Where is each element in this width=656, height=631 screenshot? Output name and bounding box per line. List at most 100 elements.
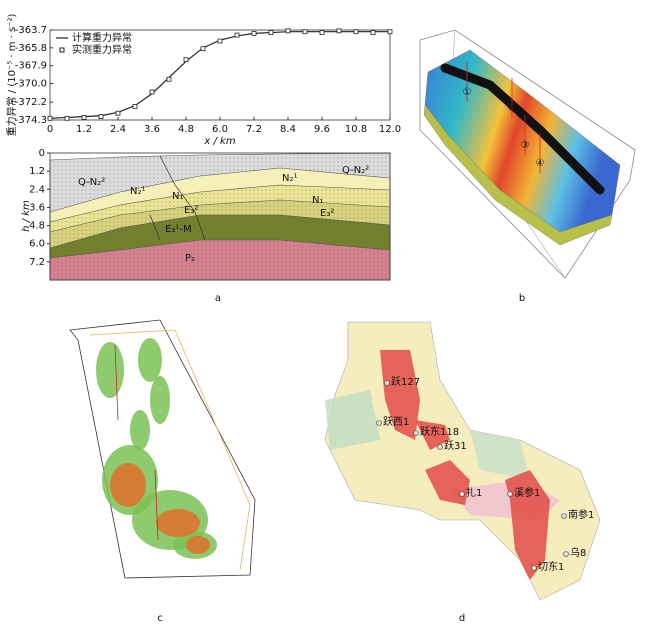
- y-tick-label: -370.0: [15, 78, 47, 89]
- observed-point: [81, 115, 87, 120]
- well: [459, 491, 465, 497]
- observed-point: [98, 114, 104, 120]
- x-tick-label: 8.4: [280, 124, 296, 135]
- well: [413, 430, 419, 436]
- fault-line: [159, 155, 206, 241]
- x-tick-label: 6.0: [212, 124, 228, 135]
- high-anomaly: [505, 470, 550, 580]
- y-tick-label: -372.2: [15, 97, 47, 108]
- layer-label: E₃²: [184, 205, 198, 216]
- observed-point: [115, 110, 121, 116]
- x-axis-label: x / km: [203, 136, 235, 147]
- well: [437, 444, 443, 450]
- well-label: 跃31: [444, 440, 467, 452]
- well: [531, 565, 537, 571]
- green-body: [130, 410, 150, 450]
- x-tick-label: 9.6: [314, 124, 330, 135]
- y-tick-label: 0: [39, 148, 45, 159]
- observed-point: [336, 28, 342, 34]
- well-trace: [154, 469, 159, 541]
- panel-label: b: [519, 293, 525, 304]
- y-axis-label: 重力异常 / (10⁻⁵ · m · s⁻²): [5, 13, 18, 136]
- observed-point: [370, 30, 376, 35]
- high-anomaly: [425, 460, 470, 505]
- observed-point: [47, 115, 53, 121]
- observed-point: [251, 30, 257, 36]
- panel-label: c: [157, 613, 163, 624]
- observed-point: [132, 104, 138, 109]
- x-tick-label: 0: [47, 124, 53, 135]
- well-label: 扎1: [466, 486, 482, 499]
- well-label: 南参1: [568, 508, 594, 521]
- y-tick-label: 7.2: [29, 257, 45, 268]
- layer-label: N₂¹: [282, 173, 298, 184]
- y-axis-label: h / km: [21, 200, 32, 232]
- x-tick-label: 7.2: [246, 124, 262, 135]
- y-tick-label: 3.6: [29, 202, 45, 213]
- map-zone: [470, 430, 530, 480]
- drawing: -374.3 -372.2 -370.0 -367.9 -365.8 -363.7 0 1.2…: [5, 13, 636, 624]
- layer-label: Q-N₂²: [78, 177, 105, 188]
- marker-label: ④: [536, 158, 545, 169]
- legend-label: 计算重力异常: [72, 31, 132, 44]
- x-tick-label: 12.0: [379, 124, 401, 135]
- well-label: 跃127: [391, 376, 420, 388]
- observed-point: [183, 57, 189, 63]
- map-zone: [325, 390, 380, 450]
- layer-label: N₂¹: [130, 186, 146, 197]
- y-tick-label: -365.8: [15, 43, 47, 54]
- layer-label: E₃¹-M: [165, 224, 192, 235]
- observed-point: [149, 89, 155, 95]
- y-tick-label: 6.0: [29, 239, 45, 250]
- well-label: 乌8: [570, 546, 586, 559]
- observed-point: [234, 32, 240, 38]
- anomaly-core: [110, 463, 146, 507]
- fault-line: [149, 214, 161, 241]
- stratum-texture: [50, 240, 390, 280]
- box-edge: [89, 329, 251, 571]
- marker-label: ②: [508, 103, 517, 114]
- box-outline: [69, 319, 256, 579]
- observed-point: [353, 29, 359, 35]
- x-tick-label: 10.8: [345, 124, 367, 135]
- section-frame: [49, 152, 391, 281]
- layer-label: N₁: [312, 195, 324, 206]
- y-tick-label: -367.9: [15, 61, 47, 72]
- well-label: 切东1: [538, 560, 564, 573]
- green-body: [150, 376, 170, 424]
- well: [376, 420, 382, 426]
- green-body: [138, 338, 162, 382]
- layer-label: P₂: [185, 253, 195, 264]
- marker-label: ③: [521, 140, 530, 151]
- anomaly-core: [156, 509, 200, 537]
- high-anomaly: [415, 420, 450, 450]
- well-label: 跃东118: [420, 425, 459, 438]
- well-trace: [114, 344, 119, 421]
- observed-point: [387, 29, 393, 35]
- anomaly-core: [186, 536, 210, 554]
- panel-label: d: [459, 613, 465, 624]
- map-area: [324, 321, 601, 601]
- observed-point: [200, 46, 206, 52]
- well: [384, 380, 390, 386]
- observed-point: [302, 29, 308, 35]
- y-tick-label: 4.8: [29, 221, 45, 232]
- observed-point: [285, 28, 291, 34]
- observed-point: [217, 38, 223, 44]
- surface-base: [423, 104, 613, 246]
- green-body: [96, 342, 124, 398]
- well-label: 溪参1: [514, 486, 540, 499]
- x-tick-label: 3.6: [144, 124, 160, 135]
- observed-point: [166, 76, 172, 82]
- observed-point: [64, 115, 70, 121]
- y-tick-label: 1.2: [29, 166, 45, 177]
- layer-label: E₃²: [320, 208, 334, 219]
- legend-square: [59, 47, 65, 53]
- layer-label: N₁: [172, 191, 184, 202]
- well: [563, 551, 569, 557]
- well: [561, 513, 567, 519]
- x-tick-label: 1.2: [76, 124, 92, 135]
- well: [507, 491, 513, 497]
- legend-label: 实测重力异常: [72, 43, 132, 56]
